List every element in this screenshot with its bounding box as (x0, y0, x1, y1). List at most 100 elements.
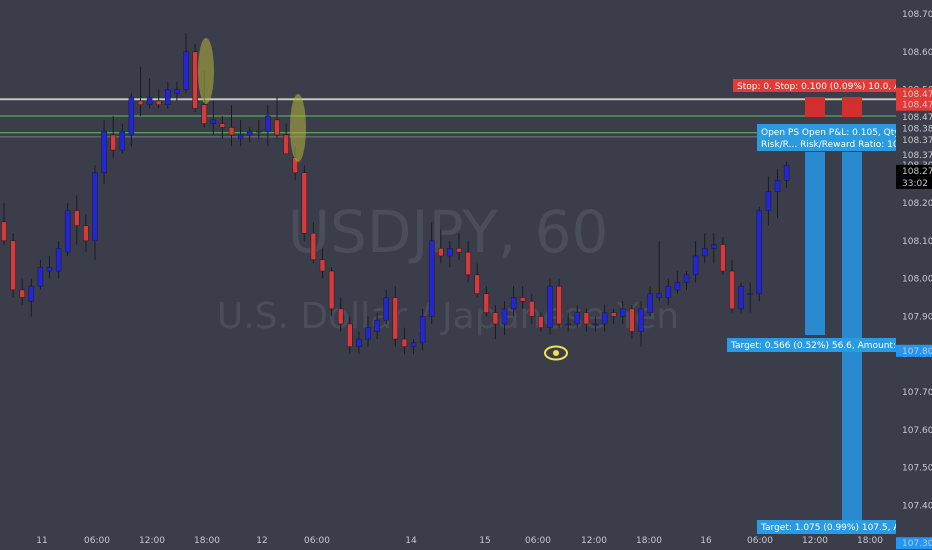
candle-body (19, 289, 25, 298)
candle-body (356, 338, 362, 347)
candle-body (401, 338, 408, 347)
candle-body (37, 267, 44, 287)
candle-body (319, 259, 326, 272)
candle-body (492, 312, 499, 325)
candle-body (556, 285, 562, 325)
x-tick-label: 14 (405, 536, 417, 546)
candle-body (64, 210, 71, 253)
open-label-box (757, 124, 896, 151)
candle-body (119, 130, 126, 151)
candle-body (647, 293, 653, 313)
candle-body (720, 244, 726, 272)
candle-body (246, 130, 253, 136)
candle-body (574, 312, 581, 325)
candle-body (629, 308, 635, 332)
price-label: 108.386 (902, 125, 932, 135)
candle-body (547, 285, 553, 328)
y-tick-label: 107.400 (902, 501, 932, 511)
candle-body (365, 327, 371, 340)
candle-body (501, 308, 508, 325)
target-label-box (727, 338, 896, 352)
candle-body (83, 225, 89, 242)
candle-body (165, 89, 171, 105)
candle-body (474, 274, 480, 294)
price-label-box (896, 111, 932, 124)
stop-label-box (733, 79, 896, 92)
price-label: 107.300 (902, 539, 932, 549)
candle-body (483, 293, 490, 313)
candle-body (183, 51, 189, 90)
candle-body (101, 130, 107, 174)
y-tick-label: 107.900 (902, 312, 932, 322)
candle-body (620, 308, 626, 317)
x-tick-label: 16 (700, 536, 712, 546)
candle-body (419, 316, 426, 344)
candle-body (92, 172, 98, 242)
position-tools[interactable]: Stop: 0. Stop: 0.100 (0.09%) 10.0, Am Ope… (727, 79, 911, 534)
candle-body (756, 210, 763, 294)
candle-body (738, 285, 744, 310)
candle-body (701, 248, 708, 257)
y-tick-label: 108.200 (902, 199, 932, 209)
candle-body (674, 282, 681, 291)
candle-body (683, 274, 690, 283)
price-label: 108.473 (902, 113, 932, 123)
x-tick-label: 12 (256, 536, 267, 546)
x-tick-label: 18:00 (194, 536, 220, 546)
x-tick-label: 06:00 (304, 536, 330, 546)
x-tick-label: 18:00 (636, 536, 662, 546)
candle-body (383, 297, 389, 321)
price-label: 33:02 (902, 179, 928, 189)
candle-body (146, 96, 153, 105)
candle-body (774, 180, 781, 192)
price-label-box (896, 344, 932, 357)
y-tick-label: 107.700 (902, 388, 932, 398)
candle-body (192, 51, 198, 109)
candle-body (665, 285, 672, 298)
eye-outline (544, 345, 568, 361)
candle-body (374, 319, 380, 332)
highlight-ellipse (198, 38, 214, 104)
open-pnl-label: Open PS Open P&L: 0.105, Qty: 2 (761, 128, 911, 138)
candle-body (729, 270, 735, 310)
candle-body (237, 134, 244, 139)
candle-body (1, 221, 7, 242)
price-label-box (896, 164, 932, 177)
eye-icon (544, 345, 568, 361)
candle-body (519, 297, 526, 302)
candle-body (410, 342, 417, 347)
x-axis-ticks: 11 06:00 12:00 18:00 12 06:00 14 15 06:00 12:00 18… (36, 536, 883, 546)
x-tick-label: 06:00 (525, 536, 551, 546)
candle-body (74, 210, 80, 226)
y-tick-label: 108.000 (902, 275, 932, 285)
x-tick-label: 18:00 (857, 536, 883, 546)
candle-body (510, 297, 517, 310)
candle-body (765, 191, 772, 211)
target2-label: Target: 1.075 (0.99%) 107.5, Am (760, 523, 908, 533)
x-tick-label: 12:00 (139, 536, 165, 546)
candle-body (219, 123, 226, 128)
x-tick-label: 06:00 (747, 536, 773, 546)
price-label: 108.375 (902, 136, 932, 146)
candle-body (55, 248, 62, 272)
y-tick-label: 107.500 (902, 464, 932, 474)
target-zone (805, 152, 825, 335)
candle-body (592, 323, 599, 326)
candle-body (456, 248, 462, 253)
candle-body (228, 127, 235, 136)
x-tick-label: 15 (479, 536, 490, 546)
candle-body (137, 100, 144, 105)
candle-body (210, 119, 217, 124)
stop-label: Stop: 0. Stop: 0.100 (0.09%) 10.0, Am (737, 82, 909, 92)
candle-body (447, 248, 453, 257)
candle-body (747, 293, 753, 295)
eye-pupil (553, 350, 559, 356)
target-zone (842, 152, 862, 522)
candle-body (283, 134, 289, 155)
x-tick-label: 06:00 (84, 536, 110, 546)
candle-body (538, 316, 544, 328)
price-label: 108.475 (902, 90, 932, 100)
price-label-box (896, 98, 932, 111)
price-label: 108.375 (902, 151, 932, 161)
